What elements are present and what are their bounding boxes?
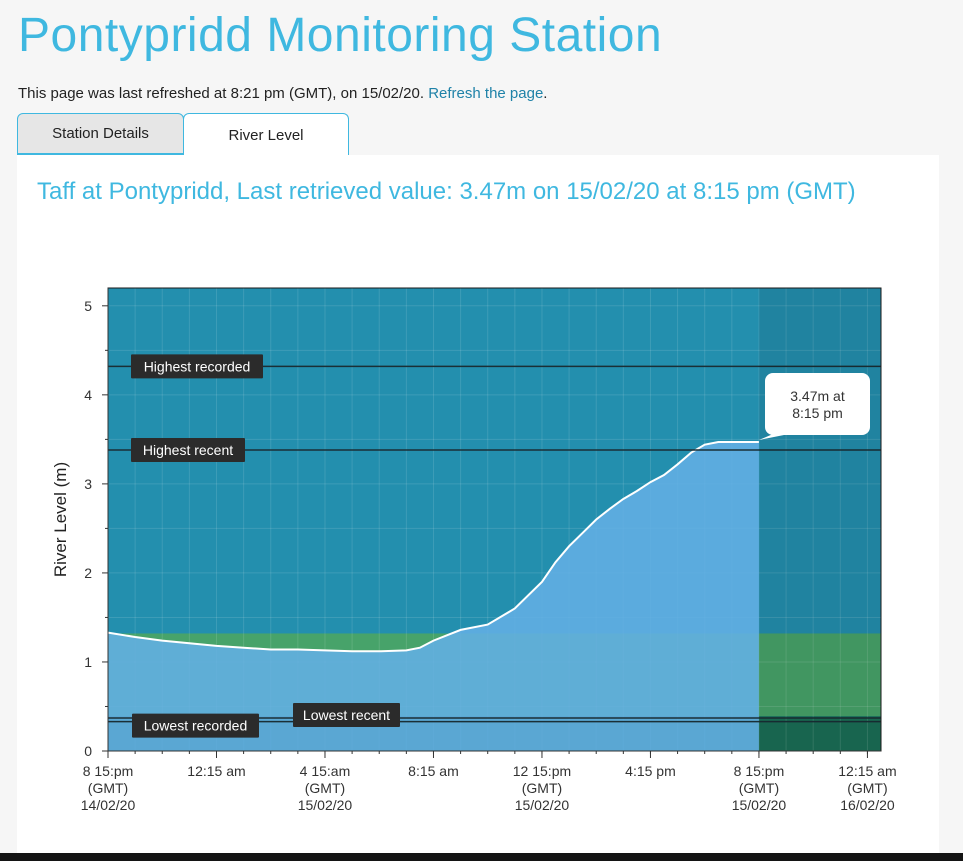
- y-tick-label: 1: [84, 654, 92, 670]
- refresh-page-link[interactable]: Refresh the page: [428, 85, 544, 102]
- refresh-status-text: This page was last refreshed at 8:21 pm …: [18, 85, 425, 102]
- refresh-status: This page was last refreshed at 8:21 pm …: [18, 85, 547, 102]
- x-tick-label: 4:15 pm: [625, 763, 676, 779]
- tooltip-pointer: [758, 434, 789, 441]
- y-tick-label: 4: [84, 387, 92, 403]
- x-tick-label: (GMT): [847, 780, 887, 796]
- tab-river-level[interactable]: River Level: [183, 113, 349, 156]
- river-level-panel: Taff at Pontypridd, Last retrieved value…: [17, 155, 939, 853]
- river-level-chart: Highest recorded Highest recent Lowest rec…: [51, 287, 897, 813]
- threshold-label-box: [131, 354, 263, 379]
- x-tick-label: 8 15:pm: [83, 763, 134, 779]
- x-tick-label: 15/02/20: [732, 797, 787, 813]
- x-tick-label: 8:15 am: [408, 763, 459, 779]
- x-tick-label: 12 15:pm: [513, 763, 571, 779]
- y-tick-label: 0: [84, 743, 92, 759]
- y-tick-label: 3: [84, 476, 92, 492]
- threshold-label-box: [132, 713, 259, 738]
- x-tick-label: 12:15 am: [187, 763, 245, 779]
- x-tick-label: 15/02/20: [515, 797, 570, 813]
- threshold-label: Lowest recent: [303, 707, 390, 723]
- x-tick-label: 8 15:pm: [734, 763, 785, 779]
- threshold-label-box: [293, 703, 400, 728]
- threshold-label: Lowest recorded: [144, 718, 248, 734]
- future-region: [758, 288, 881, 751]
- y-tick-label: 2: [84, 565, 92, 581]
- x-tick-label: 15/02/20: [298, 797, 353, 813]
- x-tick-label: (GMT): [305, 780, 345, 796]
- x-tick-label: (GMT): [522, 780, 562, 796]
- x-tick-label: 12:15 am: [838, 763, 896, 779]
- tooltip-text: 3.47m at: [790, 388, 845, 404]
- x-tick-label: (GMT): [739, 780, 779, 796]
- threshold-label: Highest recorded: [144, 358, 251, 374]
- tab-station-details[interactable]: Station Details: [17, 113, 184, 155]
- x-tick-label: 14/02/20: [81, 797, 136, 813]
- water-level-line: [107, 441, 759, 653]
- water-level-area: [108, 442, 759, 751]
- panel-heading: Taff at Pontypridd, Last retrieved value…: [37, 178, 856, 205]
- x-tick-label: (GMT): [88, 780, 128, 796]
- x-tick-label: 16/02/20: [840, 797, 895, 813]
- threshold-label: Highest recent: [143, 442, 233, 458]
- threshold-label-box: [131, 438, 245, 463]
- bottom-bar: [0, 853, 963, 861]
- page-title: Pontypridd Monitoring Station: [18, 9, 663, 62]
- refresh-suffix: .: [543, 85, 548, 102]
- x-tick-label: 4 15:am: [300, 763, 351, 779]
- tooltip-box: [765, 373, 870, 435]
- y-tick-label: 5: [84, 298, 92, 314]
- y-axis-label: River Level (m): [51, 462, 70, 577]
- value-tooltip: 3.47m at8:15 pm: [758, 373, 870, 441]
- tooltip-text: 8:15 pm: [792, 405, 843, 421]
